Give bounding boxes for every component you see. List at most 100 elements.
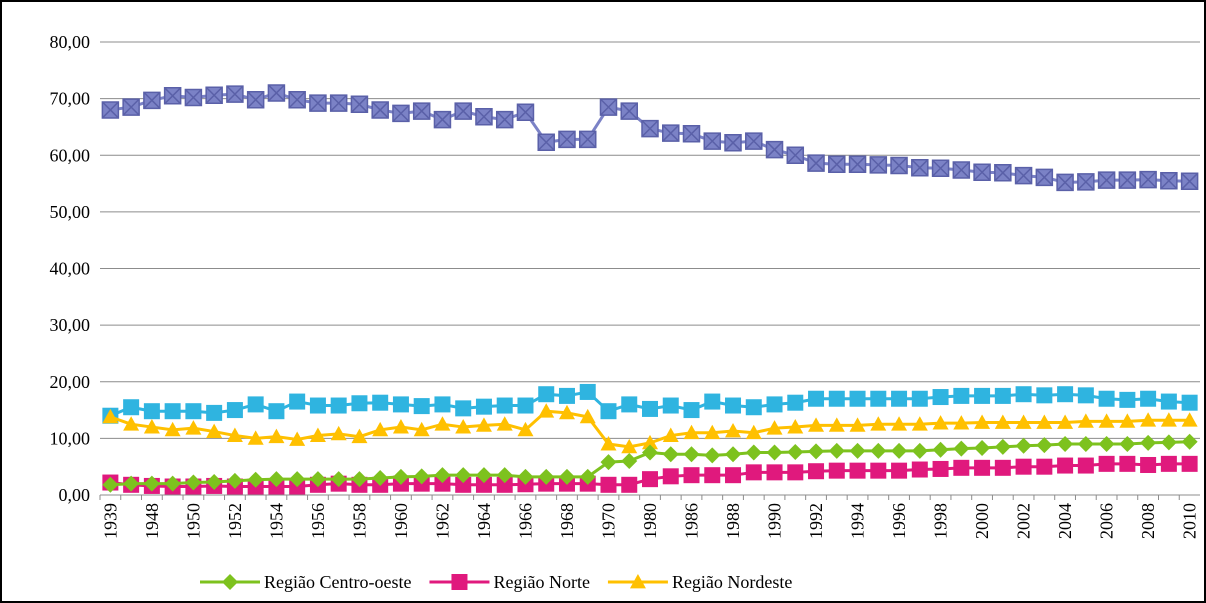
data-point bbox=[496, 467, 513, 484]
data-point bbox=[1160, 412, 1177, 427]
x-tick-label: 1958 bbox=[349, 503, 369, 539]
data-point bbox=[787, 394, 804, 411]
legend-marker bbox=[451, 574, 468, 590]
data-point bbox=[330, 471, 347, 488]
data-point bbox=[642, 434, 658, 450]
data-point bbox=[1057, 457, 1074, 474]
data-point bbox=[725, 446, 742, 463]
data-point bbox=[682, 124, 701, 143]
data-point bbox=[1139, 170, 1157, 189]
data-point bbox=[517, 468, 534, 485]
data-point bbox=[911, 390, 928, 407]
data-point bbox=[849, 417, 866, 432]
data-point bbox=[330, 397, 347, 414]
data-point bbox=[1057, 414, 1074, 429]
data-point bbox=[351, 428, 368, 444]
data-point bbox=[206, 404, 223, 421]
data-point bbox=[973, 163, 991, 181]
data-point bbox=[455, 476, 472, 493]
data-point bbox=[1015, 437, 1032, 454]
data-point bbox=[101, 101, 120, 119]
data-point bbox=[517, 397, 534, 414]
y-tick-label: 30,00 bbox=[50, 315, 91, 335]
data-point bbox=[475, 467, 492, 484]
data-point bbox=[185, 420, 202, 435]
data-point bbox=[994, 164, 1012, 182]
data-point bbox=[621, 396, 638, 413]
data-point bbox=[434, 467, 451, 484]
data-point bbox=[1181, 394, 1198, 411]
data-point bbox=[952, 161, 971, 179]
data-point bbox=[662, 397, 679, 414]
data-point bbox=[185, 474, 202, 491]
data-point bbox=[891, 416, 908, 431]
data-point bbox=[1140, 456, 1157, 473]
x-tick-label: 2002 bbox=[1014, 503, 1034, 539]
data-point bbox=[849, 462, 866, 479]
data-point bbox=[247, 430, 264, 445]
data-point bbox=[1181, 412, 1198, 427]
data-point bbox=[953, 415, 970, 430]
data-point bbox=[766, 420, 783, 435]
data-point bbox=[372, 394, 389, 411]
data-point bbox=[621, 476, 638, 493]
data-point bbox=[538, 386, 555, 403]
data-point bbox=[745, 424, 762, 440]
data-point bbox=[164, 421, 181, 437]
data-point bbox=[289, 471, 306, 488]
x-tick-label: 1970 bbox=[598, 503, 618, 539]
data-point bbox=[309, 471, 326, 488]
data-point bbox=[931, 159, 950, 178]
data-point bbox=[123, 399, 140, 416]
data-point bbox=[185, 403, 202, 420]
data-point bbox=[496, 476, 513, 493]
data-point bbox=[662, 124, 680, 142]
data-point bbox=[184, 88, 203, 107]
data-point bbox=[102, 476, 119, 493]
data-point bbox=[642, 444, 658, 461]
data-point bbox=[579, 468, 596, 485]
data-point bbox=[642, 400, 658, 417]
data-point bbox=[1098, 436, 1115, 453]
data-point bbox=[455, 467, 472, 484]
data-point bbox=[1036, 387, 1053, 404]
data-point bbox=[475, 476, 492, 493]
data-point bbox=[1015, 386, 1032, 403]
data-point bbox=[828, 390, 845, 407]
data-point bbox=[329, 94, 348, 112]
data-point bbox=[870, 390, 887, 407]
data-point bbox=[579, 383, 596, 400]
data-point bbox=[1057, 436, 1074, 453]
data-point bbox=[1118, 171, 1137, 189]
data-point bbox=[578, 130, 597, 149]
data-point bbox=[1119, 413, 1136, 428]
data-point bbox=[662, 427, 679, 442]
data-point bbox=[123, 475, 140, 492]
data-point bbox=[1160, 434, 1177, 451]
data-point bbox=[869, 156, 888, 174]
data-point bbox=[143, 403, 160, 420]
data-point bbox=[1097, 171, 1116, 189]
data-point bbox=[787, 443, 804, 460]
data-point bbox=[268, 428, 285, 444]
data-point bbox=[143, 91, 161, 110]
data-point bbox=[870, 442, 887, 459]
data-point bbox=[725, 467, 742, 484]
data-point bbox=[1036, 458, 1053, 475]
x-tick-label: 1968 bbox=[557, 503, 577, 539]
data-point bbox=[994, 438, 1011, 455]
data-point bbox=[828, 417, 845, 432]
x-tick-label: 1990 bbox=[765, 503, 785, 539]
data-point bbox=[1098, 390, 1115, 407]
x-tick-label: 2004 bbox=[1055, 503, 1075, 539]
data-point bbox=[683, 446, 700, 463]
data-point bbox=[828, 442, 845, 459]
data-point bbox=[247, 396, 264, 413]
data-point bbox=[579, 408, 596, 424]
data-point bbox=[392, 419, 409, 434]
data-point bbox=[122, 98, 140, 116]
data-point bbox=[620, 102, 638, 120]
x-tick-label: 1994 bbox=[848, 503, 868, 539]
